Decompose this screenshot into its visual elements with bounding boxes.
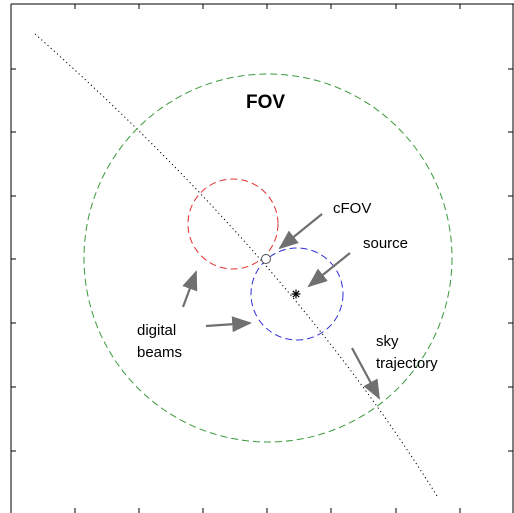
- asterisk-icon: [291, 289, 301, 299]
- source-arrow: [307, 252, 351, 288]
- digital-beams-label-line1: digital: [137, 322, 176, 339]
- sky-trajectory-label-line2: trajectory: [376, 355, 438, 372]
- cfov-label: cFOV: [333, 200, 371, 217]
- cfov-arrow: [278, 213, 323, 250]
- annotation-arrows: [181, 213, 380, 400]
- digital-beam-blue-arrow: [205, 316, 252, 333]
- sky-trajectory-arrow: [351, 347, 380, 400]
- open-circle-icon: [261, 254, 271, 264]
- fov-label: FOV: [246, 92, 285, 113]
- digital-beams-label-line2: beams: [137, 344, 182, 361]
- source-label: source: [363, 235, 408, 252]
- axis-ticks: [11, 4, 513, 513]
- digital-beam-red-arrow: [181, 270, 198, 308]
- sky-trajectory-label-line1: sky: [376, 333, 399, 350]
- sky-trajectory-curve: [34, 33, 438, 497]
- digital-beam-red-circle: [187, 178, 279, 270]
- digital-beam-blue-circle: [250, 247, 344, 341]
- fov-circle: [83, 73, 453, 443]
